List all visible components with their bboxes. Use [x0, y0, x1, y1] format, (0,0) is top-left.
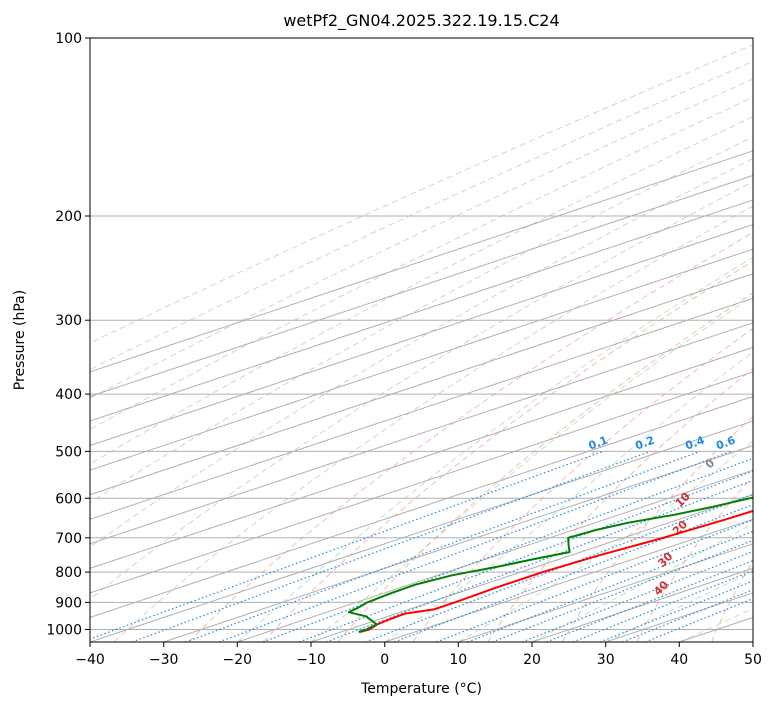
chart-title: wetPf2_GN04.2025.322.19.15.C24: [283, 11, 559, 31]
x-tick-label: 20: [523, 652, 541, 668]
isotherm-line: [90, 248, 753, 471]
isobar-gridlines: [90, 38, 753, 630]
dry-adiabat-line: [90, 78, 753, 399]
plot-frame: [89, 37, 754, 643]
mixing-ratio-label: 0.6: [714, 434, 737, 453]
temperature-profile-line: [359, 509, 753, 633]
y-tick-label: 200: [55, 209, 82, 225]
dry-adiabat-line: [90, 157, 753, 548]
x-tick-label: −40: [75, 652, 105, 668]
dewpoint-profile-line: [347, 496, 753, 633]
isotherm-line: [90, 346, 753, 569]
y-tick-label: 1000: [46, 623, 82, 639]
isotherm-line: [310, 494, 753, 642]
isotherm-line: [90, 150, 753, 373]
y-tick-label: 100: [55, 31, 82, 47]
mixing-ratio-line: [436, 519, 753, 642]
isotherm-line: [384, 518, 753, 642]
isotherm-gridlines: [90, 150, 753, 642]
mixing-ratio-line: [325, 479, 753, 642]
y-tick-label: 500: [55, 444, 82, 460]
isotherm-line: [90, 224, 753, 447]
isotherm-line: [163, 445, 753, 642]
moist-adiabats: [236, 256, 753, 642]
moist-adiabat-line: [531, 522, 753, 642]
y-tick-label: 300: [55, 313, 82, 329]
dry-adiabat-line: [412, 327, 753, 642]
y-tick-label: 900: [55, 595, 82, 611]
y-axis: 100 200 300 400 500 600 700 800 900 1000: [46, 31, 90, 639]
isotherm-line: [90, 371, 753, 594]
x-tick-label: −10: [296, 652, 326, 668]
dry-adiabat-line: [337, 292, 753, 642]
x-tick-label: 30: [597, 652, 615, 668]
dry-adiabat-line: [90, 96, 753, 431]
isotherm-line: [90, 174, 753, 397]
x-tick-label: 0: [380, 652, 389, 668]
mixing-ratio-line: [90, 450, 604, 640]
y-tick-label: 800: [55, 565, 82, 581]
moist-adiabat-line: [236, 256, 753, 642]
isotherm-line: [90, 273, 753, 496]
x-tick-label: −30: [149, 652, 179, 668]
mixing-ratio-label: 0.4: [684, 434, 707, 453]
dry-adiabat-line: [90, 180, 753, 601]
dry-adiabats: [90, 44, 753, 642]
mixing-ratio-line: [393, 504, 753, 642]
dry-adiabat-line: [188, 231, 753, 642]
dry-adiabat-line: [90, 136, 753, 504]
x-axis: −40 −30 −20 −10 0 10 20 30 40 50: [75, 642, 762, 668]
dry-adiabat-line: [90, 44, 753, 344]
mixing-ratio-line: [218, 450, 732, 642]
x-tick-label: −20: [223, 652, 253, 668]
dry-adiabat-line: [113, 205, 753, 642]
isotherm-line: [90, 297, 753, 520]
x-tick-label: 10: [449, 652, 467, 668]
mixing-ratio-line: [185, 450, 701, 642]
mixing-ratio-lines: [90, 450, 753, 642]
plot-area: 0.10.20.40.611.52346810131620253036-100-…: [90, 38, 753, 642]
isotherm-line: [237, 469, 753, 642]
mixing-ratio-line: [262, 457, 753, 642]
dry-adiabat-line: [90, 116, 753, 465]
y-axis-title: Pressure (hPa): [12, 290, 28, 390]
y-tick-label: 700: [55, 531, 82, 547]
x-tick-label: 50: [744, 652, 762, 668]
mixing-ratio-line: [644, 598, 753, 642]
moist-adiabat-line: [458, 440, 753, 642]
mixing-ratio-line: [365, 493, 753, 642]
isotherm-line: [90, 420, 753, 642]
x-tick-label: 40: [670, 652, 688, 668]
isotherm-line: [90, 322, 753, 545]
moist-adiabat-line: [384, 351, 753, 642]
y-tick-label: 400: [55, 387, 82, 403]
y-tick-label: 600: [55, 491, 82, 507]
dry-adiabat-line: [90, 60, 753, 371]
profile-series: [347, 496, 753, 633]
mixing-ratio-label: 0.2: [634, 434, 657, 453]
isotherm-line: [90, 199, 753, 422]
dry-adiabat-line: [561, 415, 753, 642]
x-axis-title: Temperature (°C): [360, 681, 482, 697]
mixing-ratio-label: 0.1: [587, 434, 610, 453]
mixing-ratio-line: [622, 589, 753, 642]
isotherm-line: [90, 395, 753, 618]
dry-adiabat-line: [263, 260, 753, 642]
